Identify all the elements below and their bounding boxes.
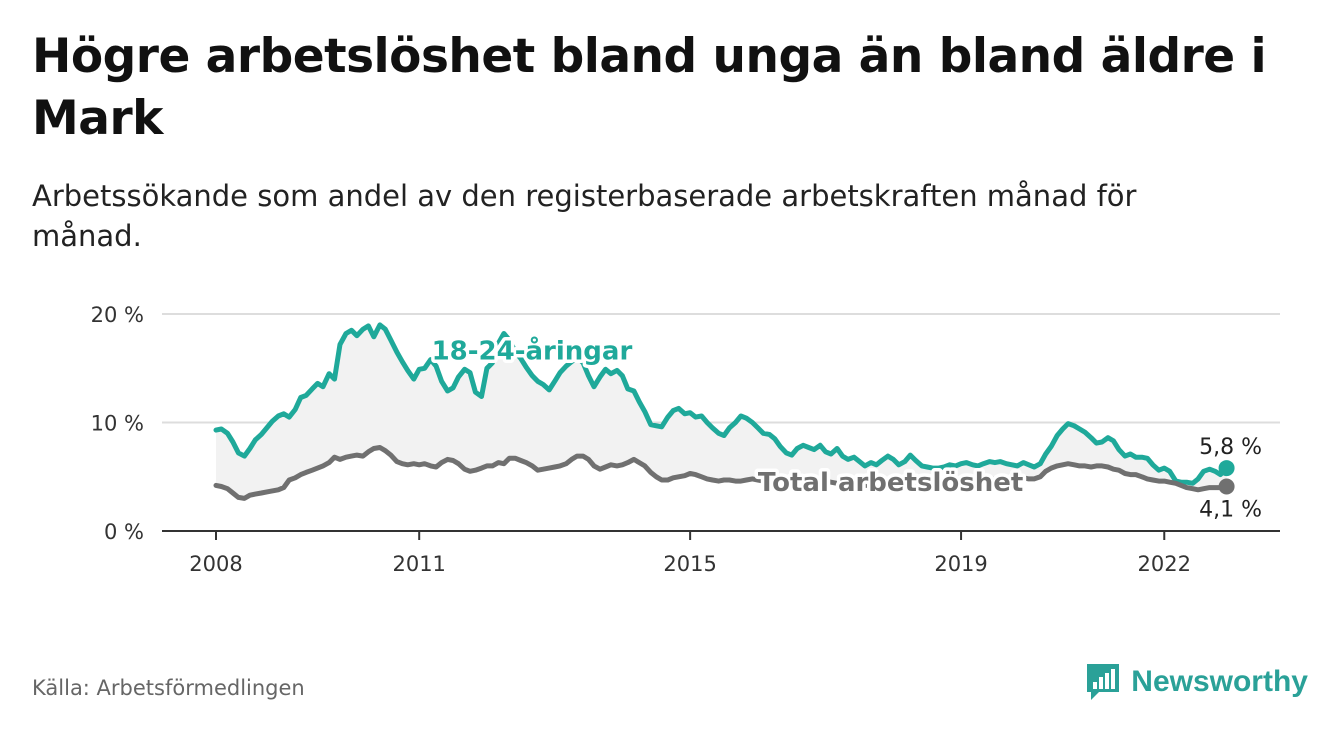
y-tick-label: 20 %	[91, 303, 144, 327]
series-gap-area	[216, 324, 1227, 499]
series-line-youth	[213, 322, 1230, 486]
chart-title: Högre arbetslöshet bland unga än bland ä…	[32, 29, 1267, 146]
end-label-total: 4,1 %	[1199, 498, 1262, 523]
x-tick-label: 2022	[1138, 552, 1191, 576]
newsworthy-logo-icon	[1087, 664, 1120, 700]
series-label-total: Total arbetslöshet	[758, 468, 1023, 498]
line-chart: 0 % 10 % 20 % 2008 2011 2015 2019 2022 18-24-åri…	[91, 303, 1280, 576]
x-tick-label: 2019	[934, 552, 987, 576]
chart-subtitle: Arbetssökande som andel av den registerb…	[32, 179, 1137, 253]
series-label-youth: 18-24-åringar	[432, 335, 633, 367]
series-line-total	[213, 445, 1230, 501]
end-point-youth	[1218, 460, 1235, 477]
end-label-youth: 5,8 %	[1199, 435, 1262, 460]
x-tick-label: 2008	[189, 552, 242, 576]
source-note: Källa: Arbetsförmedlingen	[32, 676, 305, 700]
y-tick-label: 0 %	[104, 520, 144, 544]
brand-name: Newsworthy	[1131, 665, 1308, 698]
end-point-total	[1218, 478, 1235, 495]
x-tick-label: 2011	[392, 552, 445, 576]
x-tick-label: 2015	[663, 552, 716, 576]
brand-logo: Newsworthy	[1085, 660, 1308, 704]
y-tick-label: 10 %	[91, 412, 144, 436]
